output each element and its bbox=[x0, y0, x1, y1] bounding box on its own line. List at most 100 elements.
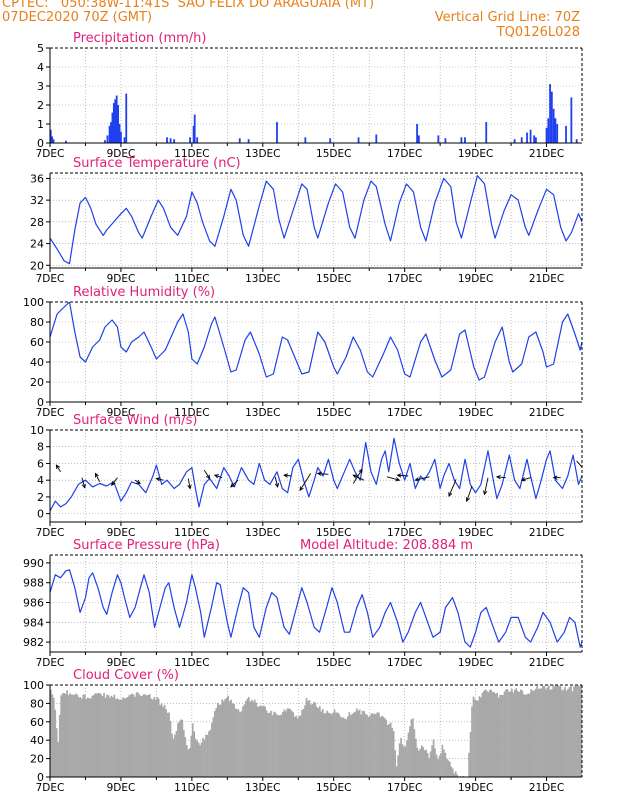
cloud-bar bbox=[86, 697, 89, 777]
cloud-bar bbox=[435, 754, 438, 777]
cloud-bar bbox=[160, 703, 163, 777]
cloud-bar bbox=[153, 696, 156, 777]
x-tick-label: 21DEC bbox=[529, 148, 564, 160]
cloud-bar bbox=[341, 717, 343, 777]
x-tick-label: 17DEC bbox=[387, 407, 422, 419]
cloud-bar bbox=[565, 690, 568, 777]
cloud-bar bbox=[55, 728, 58, 777]
cloud-bar bbox=[78, 697, 80, 777]
wind-vector-head bbox=[136, 479, 141, 485]
cloud-bar bbox=[386, 725, 389, 777]
y-tick-label: 20 bbox=[30, 376, 44, 389]
cloud-bar bbox=[505, 689, 507, 777]
cloud-bar bbox=[262, 705, 265, 777]
cloud-bar bbox=[477, 700, 479, 777]
wind-vector bbox=[415, 476, 430, 481]
y-tick-label: 20 bbox=[30, 753, 44, 766]
wind-vector-head bbox=[584, 470, 588, 474]
plot-area bbox=[50, 569, 582, 648]
cloud-bar bbox=[191, 723, 194, 777]
wind-vector-head bbox=[358, 468, 363, 474]
cloud-bar bbox=[503, 691, 506, 777]
cloud-bar bbox=[112, 697, 114, 777]
cloud-bar bbox=[434, 748, 436, 777]
cloud-bar bbox=[515, 688, 518, 777]
precip-bar bbox=[247, 139, 250, 143]
cloud-bar bbox=[451, 768, 454, 777]
cloud-bar bbox=[534, 688, 537, 777]
cloud-bar bbox=[126, 697, 129, 777]
cloud-bar bbox=[481, 692, 484, 777]
cloud-bar bbox=[231, 703, 234, 777]
wind-vector-head bbox=[55, 464, 61, 470]
precip-bar bbox=[529, 129, 532, 143]
cloud-bar bbox=[354, 711, 357, 777]
x-tick-label: 13DEC bbox=[245, 657, 280, 669]
y-tick-label: 5 bbox=[37, 42, 44, 55]
x-tick-label: 21DEC bbox=[529, 782, 564, 794]
cloud-bar bbox=[468, 752, 470, 777]
y-tick-label: 20 bbox=[30, 259, 44, 272]
series-line bbox=[50, 569, 582, 648]
cloud-bar bbox=[335, 712, 337, 777]
cloud-bar bbox=[376, 712, 379, 777]
cloud-bar bbox=[171, 733, 173, 777]
precip-bar bbox=[533, 135, 536, 143]
wind-vector bbox=[386, 476, 400, 481]
cloud-bar bbox=[125, 697, 128, 777]
wind-vector-head bbox=[483, 490, 488, 496]
cloud-bar bbox=[497, 697, 500, 777]
cloud-bar bbox=[527, 693, 529, 777]
cloud-bar bbox=[255, 702, 258, 777]
wind-vector-head bbox=[414, 477, 420, 482]
cloud-bar bbox=[242, 706, 244, 777]
x-tick-label: 11DEC bbox=[174, 657, 209, 669]
cloud-bar bbox=[277, 715, 280, 777]
cloud-bar bbox=[100, 694, 102, 777]
cloud-bar bbox=[416, 747, 419, 777]
cloud-bar bbox=[120, 699, 123, 777]
panel-6: 0 20 40 60 80 100 7DEC 9DEC 11DEC 13DEC 15DEC 17DEC… bbox=[23, 668, 583, 794]
cloud-bar bbox=[395, 766, 398, 777]
x-tick-label: 11DEC bbox=[174, 407, 209, 419]
cloud-bar bbox=[187, 749, 190, 777]
cloud-bar bbox=[318, 706, 321, 777]
cloud-bar bbox=[533, 690, 535, 777]
x-tick-label: 17DEC bbox=[387, 148, 422, 160]
cloud-bar bbox=[348, 712, 351, 777]
cloud-bar bbox=[336, 712, 339, 777]
wind-vector bbox=[317, 473, 329, 475]
y-tick-label: 80 bbox=[30, 316, 44, 329]
cloud-bar bbox=[521, 690, 524, 777]
wind-vector bbox=[397, 474, 409, 477]
x-tick-label: 19DEC bbox=[458, 273, 493, 285]
cloud-bar bbox=[134, 696, 136, 777]
cloud-bar bbox=[304, 705, 306, 777]
precip-bar bbox=[549, 84, 551, 143]
y-tick-label: 6 bbox=[37, 457, 44, 470]
wind-vector bbox=[496, 476, 506, 479]
cloud-bar bbox=[51, 694, 54, 777]
cloud-bar bbox=[499, 694, 501, 777]
wind-vector-head bbox=[230, 482, 235, 488]
cloud-bar bbox=[391, 727, 394, 777]
cloud-bar bbox=[352, 712, 355, 777]
cloud-bar bbox=[568, 687, 571, 777]
cloud-bar bbox=[347, 716, 349, 777]
x-tick-label: 19DEC bbox=[458, 148, 493, 160]
cloud-bar bbox=[202, 737, 204, 777]
precip-bar bbox=[120, 131, 122, 143]
cloud-bar bbox=[542, 686, 544, 777]
wind-vector bbox=[466, 485, 473, 502]
cloud-bar bbox=[70, 694, 73, 777]
cloud-bar bbox=[122, 697, 125, 777]
cloud-bar bbox=[345, 719, 348, 777]
cloud-bar bbox=[530, 689, 532, 777]
precip-bar bbox=[51, 136, 54, 143]
precip-bar bbox=[460, 137, 463, 143]
cloud-bar bbox=[403, 746, 405, 777]
precip-bar bbox=[173, 139, 176, 143]
precip-bar bbox=[104, 140, 106, 143]
cloud-bar bbox=[431, 745, 433, 777]
cloud-bar bbox=[119, 699, 122, 777]
